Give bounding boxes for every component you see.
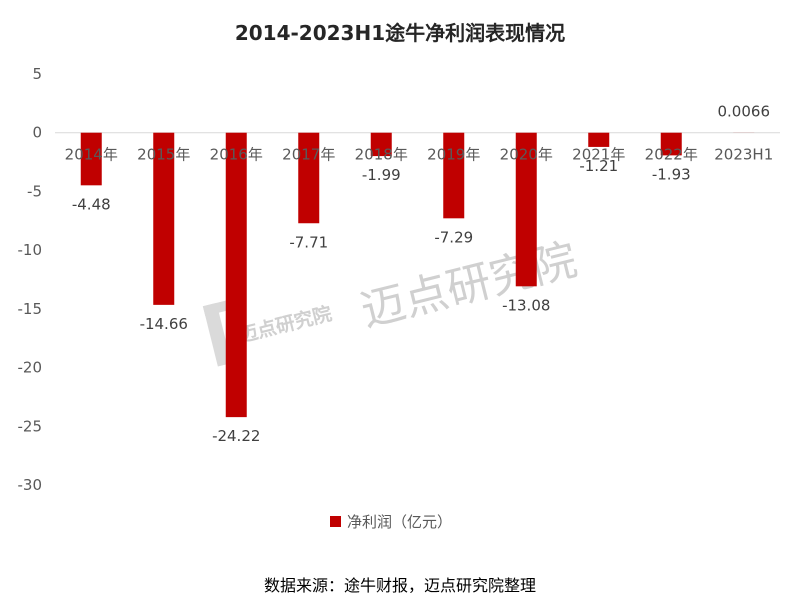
data-labels: -4.48 -14.66 -24.22 -7.71 -1.99 -7.29 -13.08 -1… xyxy=(72,103,770,445)
data-label: -4.48 xyxy=(72,195,111,213)
data-label: -1.99 xyxy=(362,166,401,184)
watermark-logo: 迈点研究院 xyxy=(202,300,334,367)
legend: 净利润（亿元） xyxy=(330,513,452,531)
x-tick-label: 2015年 xyxy=(137,146,190,164)
x-tick-label: 2023H1 xyxy=(714,146,773,164)
x-tick-label: 2018年 xyxy=(355,146,408,164)
legend-label: 净利润（亿元） xyxy=(347,513,452,531)
x-tick-label: 2020年 xyxy=(500,146,553,164)
x-tick-label: 2014年 xyxy=(65,146,118,164)
source-note: 数据来源：途牛财报，迈点研究院整理 xyxy=(264,576,536,595)
data-label: -13.08 xyxy=(502,296,550,314)
bar xyxy=(80,132,102,186)
y-tick-label: 0 xyxy=(32,124,42,142)
bar xyxy=(443,132,465,219)
x-tick-label: 2016年 xyxy=(210,146,263,164)
y-tick-label: -5 xyxy=(27,182,42,200)
legend-swatch xyxy=(330,516,341,527)
bar xyxy=(588,132,610,147)
y-tick-label: 5 xyxy=(32,65,42,83)
x-tick-label: 2022年 xyxy=(645,146,698,164)
data-label: -1.21 xyxy=(579,157,618,175)
data-label: -7.71 xyxy=(289,233,328,251)
data-label: 0.0066 xyxy=(718,103,771,121)
chart-title: 2014-2023H1途牛净利润表现情况 xyxy=(235,21,565,45)
x-tick-label: 2017年 xyxy=(282,146,335,164)
data-label: -7.29 xyxy=(434,228,473,246)
data-label: -24.22 xyxy=(212,427,260,445)
x-tick-label: 2019年 xyxy=(427,146,480,164)
y-tick-label: -10 xyxy=(18,241,43,259)
y-tick-label: -25 xyxy=(18,417,43,435)
bar xyxy=(225,132,247,418)
y-axis: 5 0 -5 -10 -15 -20 -25 -30 xyxy=(18,65,43,494)
bar xyxy=(370,132,392,157)
bar xyxy=(515,132,537,287)
data-label: -14.66 xyxy=(140,315,188,333)
watermark-brand-text: 迈点研究院 xyxy=(356,234,582,337)
y-tick-label: -15 xyxy=(18,300,43,318)
data-label: -1.93 xyxy=(652,165,691,183)
y-tick-label: -20 xyxy=(18,359,43,377)
y-tick-label: -30 xyxy=(18,476,43,494)
x-tick-label: 2021年 xyxy=(572,146,625,164)
bar xyxy=(660,132,682,156)
x-axis: 2014年 2015年 2016年 2017年 2018年 2019年 2020年 2021年… xyxy=(65,146,774,164)
bar-series xyxy=(80,132,755,418)
bar xyxy=(298,132,320,224)
bar xyxy=(153,132,175,305)
watermark-badge-text: 迈点研究院 xyxy=(236,302,334,347)
